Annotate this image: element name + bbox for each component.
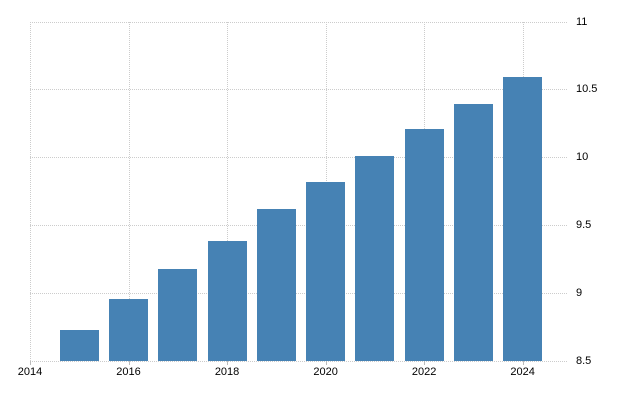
x-axis-label: 2014 (17, 366, 43, 378)
gridline-y-9.5 (30, 225, 567, 227)
gridline-x-2016 (128, 21, 130, 361)
x-axis-label: 2024 (510, 366, 535, 378)
gridline-y-9 (30, 293, 567, 295)
x-axis-tick (30, 361, 31, 365)
gridline-y-8.5 (30, 361, 567, 362)
bar-2024[interactable] (503, 77, 543, 361)
bar-2022[interactable] (404, 128, 444, 361)
x-axis-tick (128, 361, 130, 365)
y-axis-label: 10 (576, 151, 589, 164)
gridline-x-2018 (227, 21, 229, 361)
bar-2017[interactable] (158, 268, 198, 361)
bar-2023[interactable] (453, 104, 493, 361)
bar-2016[interactable] (109, 298, 149, 361)
x-axis-label: 2020 (313, 366, 338, 378)
y-axis-label: 10.5 (576, 83, 598, 96)
y-axis-label: 9 (576, 287, 583, 300)
gridline-y-10.5 (30, 89, 567, 91)
y-axis-label: 9.5 (576, 219, 592, 232)
x-axis-label: 2018 (214, 366, 240, 378)
gridline-y-11 (30, 21, 567, 23)
x-axis-tick (325, 361, 327, 365)
y-axis-label: 11 (576, 15, 588, 28)
bar-2019[interactable] (256, 208, 296, 361)
x-axis-tick (227, 361, 229, 365)
bar-2020[interactable] (306, 181, 346, 361)
x-axis-label: 2022 (411, 366, 437, 378)
x-axis-tick (424, 361, 426, 365)
bar-2021[interactable] (355, 155, 395, 361)
bar-2015[interactable] (59, 329, 99, 361)
x-axis-label: 2016 (116, 366, 141, 378)
bar-2018[interactable] (207, 241, 247, 361)
gridline-y-10 (30, 157, 567, 159)
x-axis-tick (522, 361, 524, 365)
gridline-x-2014 (30, 21, 31, 361)
y-axis-label: 8.5 (576, 355, 592, 367)
